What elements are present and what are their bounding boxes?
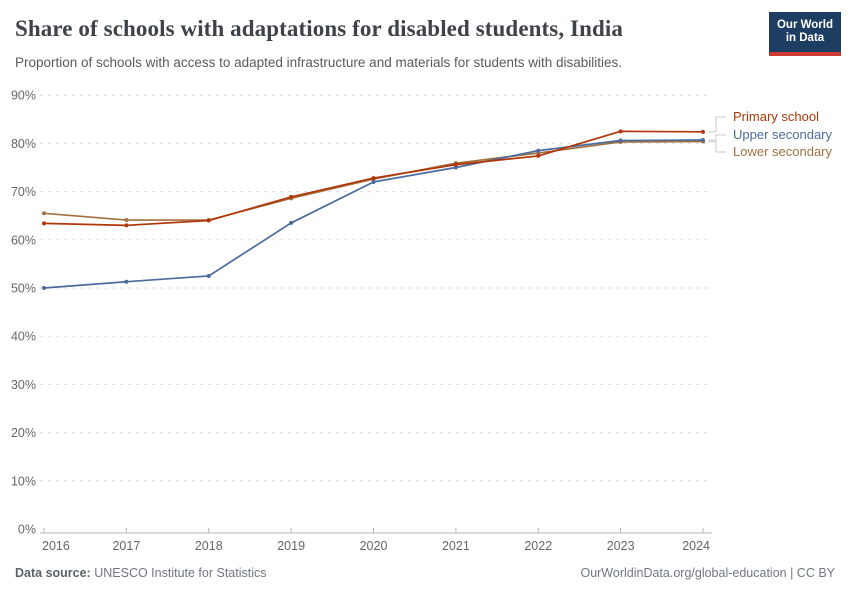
data-point-primary-school-2024[interactable] xyxy=(701,129,705,134)
y-tick-label-70: 70% xyxy=(11,185,36,199)
legend-label-primary-school[interactable]: Primary school xyxy=(733,109,819,124)
y-tick-label-0: 0% xyxy=(18,523,36,537)
chart-subtitle: Proportion of schools with access to ada… xyxy=(15,55,623,70)
legend-label-lower-secondary[interactable]: Lower secondary xyxy=(733,144,832,159)
data-source-label: Data source: xyxy=(15,566,91,580)
chart-footer: Data source: UNESCO Institute for Statis… xyxy=(15,566,835,580)
data-point-upper-secondary-2023[interactable] xyxy=(618,138,623,143)
owid-logo-line2: in Data xyxy=(785,32,825,44)
data-point-lower-secondary-2016[interactable] xyxy=(42,211,46,216)
legend-connector xyxy=(708,116,726,133)
footer-link[interactable]: OurWorldinData.org/global-education | CC… xyxy=(580,566,835,580)
data-source-value: UNESCO Institute for Statistics xyxy=(94,566,267,580)
y-tick-label-30: 30% xyxy=(11,378,36,392)
x-tick-label-2019: 2019 xyxy=(277,539,305,553)
legend-connector xyxy=(708,140,726,153)
data-point-upper-secondary-2017[interactable] xyxy=(124,279,129,284)
data-point-primary-school-2019[interactable] xyxy=(289,194,294,199)
data-point-primary-school-2021[interactable] xyxy=(453,162,458,167)
y-tick-label-20: 20% xyxy=(11,426,36,440)
data-point-primary-school-2017[interactable] xyxy=(124,223,129,228)
data-point-upper-secondary-2018[interactable] xyxy=(206,273,211,278)
data-point-upper-secondary-2019[interactable] xyxy=(289,220,294,225)
x-tick-label-2017: 2017 xyxy=(112,539,140,553)
x-tick-label-2022: 2022 xyxy=(524,539,552,553)
y-tick-label-80: 80% xyxy=(11,137,36,151)
data-point-primary-school-2016[interactable] xyxy=(42,221,46,226)
y-tick-label-10: 10% xyxy=(11,474,36,488)
data-point-primary-school-2022[interactable] xyxy=(536,153,541,158)
owid-logo[interactable]: Our World in Data xyxy=(769,12,841,56)
data-point-upper-secondary-2021[interactable] xyxy=(453,165,458,170)
x-tick-label-2021: 2021 xyxy=(442,539,470,553)
x-tick-label-2018: 2018 xyxy=(195,539,223,553)
y-tick-label-40: 40% xyxy=(11,330,36,344)
y-tick-label-50: 50% xyxy=(11,282,36,296)
chart-svg[interactable]: 0% 10% 20% 30% 40% 50% 60% 70% 80% 90% 2016 2017 201… xyxy=(0,85,850,555)
series-line-upper-secondary[interactable] xyxy=(43,139,704,289)
data-point-primary-school-2023[interactable] xyxy=(618,129,623,134)
data-point-upper-secondary-2024[interactable] xyxy=(701,138,705,143)
x-tick-label-2016: 2016 xyxy=(42,539,70,553)
data-point-upper-secondary-2016[interactable] xyxy=(42,286,46,290)
owid-logo-line1: Our World xyxy=(776,19,833,31)
data-point-upper-secondary-2022[interactable] xyxy=(536,148,541,153)
legend-connector xyxy=(708,134,726,141)
legend-label-upper-secondary[interactable]: Upper secondary xyxy=(733,127,832,142)
data-point-primary-school-2020[interactable] xyxy=(371,176,376,181)
y-tick-label-60: 60% xyxy=(11,233,36,247)
data-point-upper-secondary-2020[interactable] xyxy=(371,179,376,184)
page-title: Share of schools with adaptations for di… xyxy=(15,16,623,41)
x-tick-label-2023: 2023 xyxy=(607,539,635,553)
data-point-primary-school-2018[interactable] xyxy=(206,218,211,223)
data-source: Data source: UNESCO Institute for Statis… xyxy=(15,566,267,580)
y-tick-label-90: 90% xyxy=(11,89,36,103)
x-tick-label-2024: 2024 xyxy=(682,539,710,553)
x-tick-label-2020: 2020 xyxy=(360,539,388,553)
data-point-lower-secondary-2017[interactable] xyxy=(124,218,129,223)
